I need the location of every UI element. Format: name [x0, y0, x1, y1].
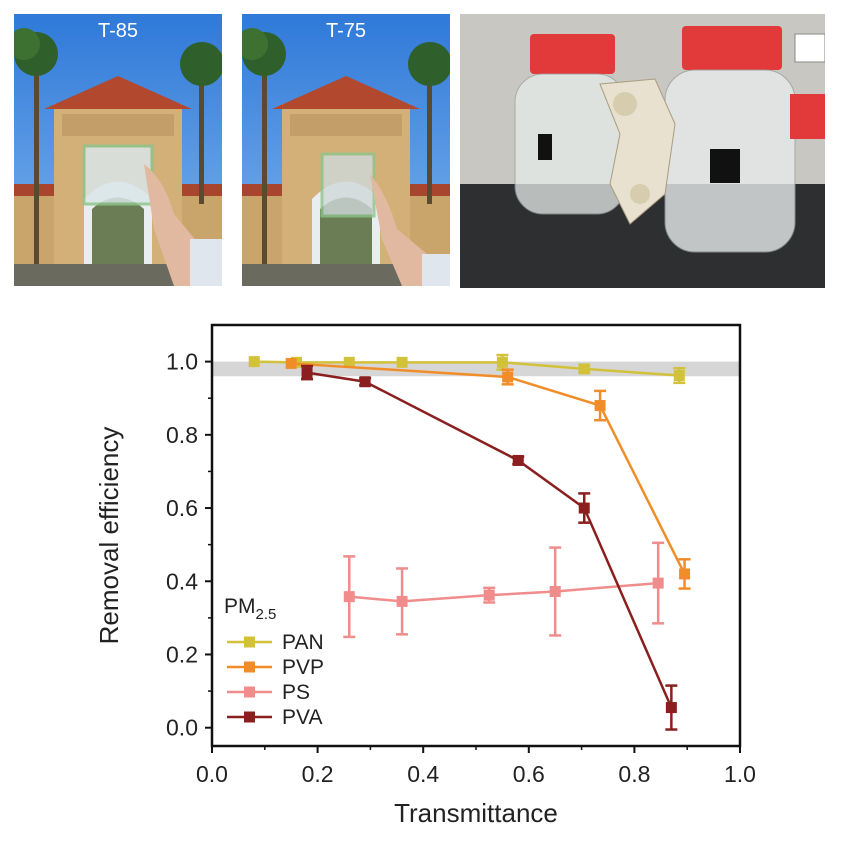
x-tick-label: 0.0 — [196, 761, 228, 787]
photo-label-t85: T-85 — [97, 20, 139, 42]
legend-label: PVA — [282, 706, 322, 729]
x-tick-label: 0.8 — [618, 761, 650, 787]
data-point — [483, 589, 495, 601]
y-tick-label: 0.4 — [166, 568, 198, 594]
data-point — [496, 356, 508, 368]
x-tick-label: 1.0 — [724, 761, 756, 787]
y-axis-title: Removal efficiency — [94, 427, 124, 645]
arch-photo-right-image — [242, 14, 450, 286]
legend-label: PAN — [282, 631, 324, 654]
data-point — [594, 400, 606, 412]
data-point — [285, 357, 297, 369]
data-point — [679, 568, 691, 580]
legend-item-pvp: PVP — [227, 656, 324, 679]
plot-frame — [210, 323, 742, 748]
data-point — [673, 370, 685, 382]
legend-item-pan: PAN — [227, 631, 324, 654]
data-point — [502, 371, 514, 383]
legend-marker — [244, 661, 255, 673]
data-point — [549, 586, 561, 598]
data-point — [652, 577, 664, 589]
series-pvp — [285, 357, 691, 590]
series-line-pva — [306, 371, 673, 709]
x-tick-label: 0.6 — [513, 761, 545, 787]
data-point — [248, 356, 260, 368]
series-line-ps — [349, 581, 659, 603]
data-point — [359, 376, 371, 388]
data-point — [578, 502, 590, 514]
photo-t75: T-75 — [242, 14, 450, 286]
legend-label: PS — [282, 681, 310, 704]
photo-t85: T-85 — [14, 14, 222, 286]
data-point — [512, 454, 524, 466]
data-point — [665, 702, 677, 714]
data-point — [396, 356, 408, 368]
data-point — [343, 591, 355, 603]
legend-label: PVP — [282, 656, 324, 679]
photo-jars — [460, 14, 825, 288]
y-tick-label: 0.2 — [166, 641, 198, 667]
legend-title: PM2.5 — [224, 595, 276, 623]
legend-marker — [244, 636, 255, 648]
removal-efficiency-chart: 0.0 0.2 0.4 0.6 0.8 1.0 0.0 0.2 0.4 0.6 0.8 1.0 PM2… — [94, 323, 756, 828]
arch-photo-left-image — [14, 14, 222, 286]
data-point — [343, 356, 355, 368]
x-tick-label: 0.2 — [302, 761, 334, 787]
legend-item-pva: PVA — [227, 706, 322, 729]
series-pva — [301, 364, 678, 731]
y-tick-label: 0.8 — [166, 422, 198, 448]
legend-marker — [244, 711, 255, 723]
series-ps — [343, 541, 665, 639]
y-tick-label: 0.0 — [166, 715, 198, 741]
jars-photo-image — [460, 14, 825, 288]
data-point — [301, 367, 313, 379]
x-axis-title: Transmittance — [394, 798, 558, 828]
data-point — [578, 363, 590, 375]
legend-item-ps: PS — [227, 681, 310, 704]
y-tick-label: 0.6 — [166, 495, 198, 521]
photo-label-t75: T-75 — [325, 20, 367, 42]
series-line-pvp — [291, 362, 686, 575]
y-tick-label: 1.0 — [166, 349, 198, 375]
legend-marker — [244, 686, 255, 698]
data-point — [396, 595, 408, 607]
x-tick-label: 0.4 — [407, 761, 439, 787]
